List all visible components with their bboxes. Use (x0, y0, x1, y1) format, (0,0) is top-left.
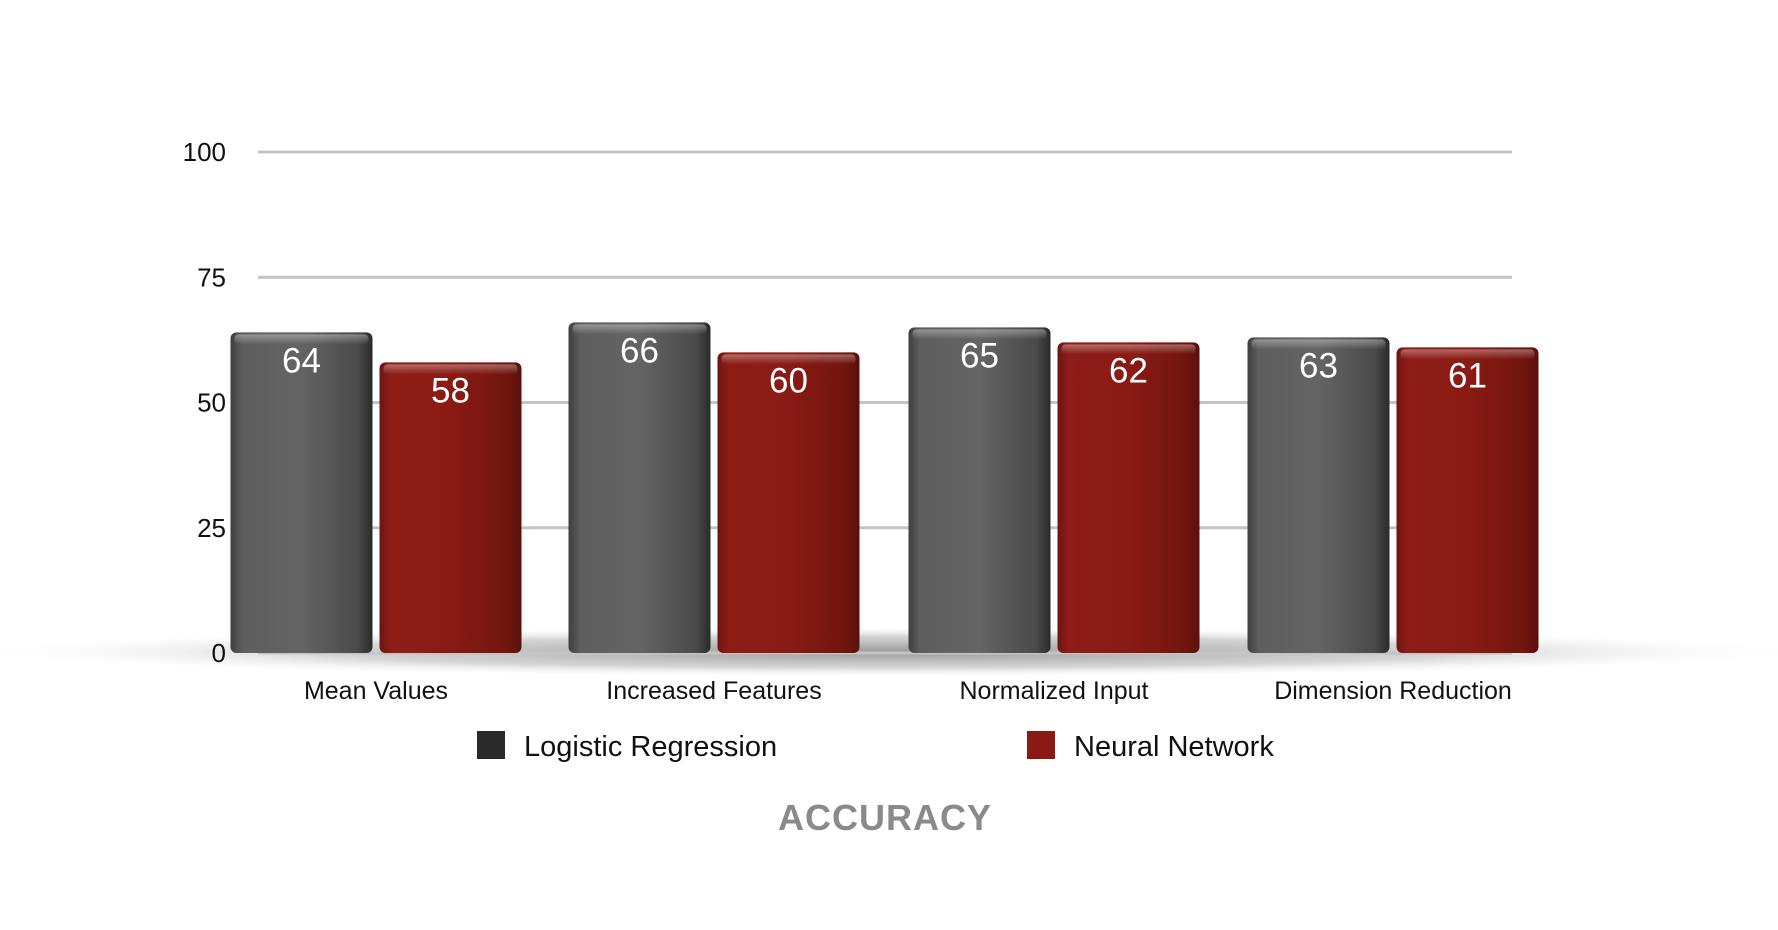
legend: Logistic Regression Neural Network (477, 731, 1274, 763)
bar-highlight (572, 324, 707, 335)
x-category-label: Normalized Input (960, 677, 1149, 705)
y-axis-ticks: 0 25 50 75 100 (183, 137, 226, 668)
data-label: 64 (282, 341, 321, 380)
bar-logistic-regression (230, 332, 373, 653)
data-label: 62 (1109, 351, 1148, 390)
legend-swatch (477, 731, 505, 759)
bar-neural-network (1396, 347, 1539, 653)
bar-highlight (234, 334, 369, 345)
y-tick-label: 0 (212, 638, 226, 668)
data-label: 58 (431, 371, 470, 410)
x-category-label: Mean Values (304, 677, 448, 705)
legend-label: Neural Network (1074, 731, 1274, 763)
x-axis-categories: Mean Values Increased Features Normalized … (304, 677, 1512, 705)
legend-swatch (1027, 731, 1055, 759)
x-category-label: Increased Features (606, 677, 821, 705)
bar-logistic-regression (908, 327, 1051, 653)
y-tick-label: 75 (197, 262, 226, 292)
chart-title: ACCURACY (778, 797, 992, 838)
y-tick-label: 25 (197, 513, 226, 543)
data-label: 66 (620, 331, 659, 370)
bar-neural-network (717, 352, 860, 653)
bars: 64 58 66 60 65 62 63 61 (230, 322, 1539, 653)
y-tick-label: 100 (183, 137, 226, 167)
data-label: 61 (1448, 356, 1487, 395)
bar-highlight (1251, 339, 1386, 350)
bar-neural-network (379, 362, 522, 653)
y-tick-label: 50 (197, 388, 226, 418)
bar-highlight (1061, 344, 1196, 355)
data-label: 63 (1299, 346, 1338, 385)
bar-highlight (721, 354, 856, 365)
bar-neural-network (1057, 342, 1200, 653)
bar-highlight (383, 364, 518, 375)
data-label: 65 (960, 336, 999, 375)
x-category-label: Dimension Reduction (1274, 677, 1512, 705)
bar-highlight (912, 329, 1047, 340)
legend-label: Logistic Regression (524, 731, 777, 763)
data-label: 60 (769, 361, 808, 400)
bar-logistic-regression (568, 322, 711, 653)
bar-logistic-regression (1247, 337, 1390, 653)
bar-highlight (1400, 349, 1535, 360)
